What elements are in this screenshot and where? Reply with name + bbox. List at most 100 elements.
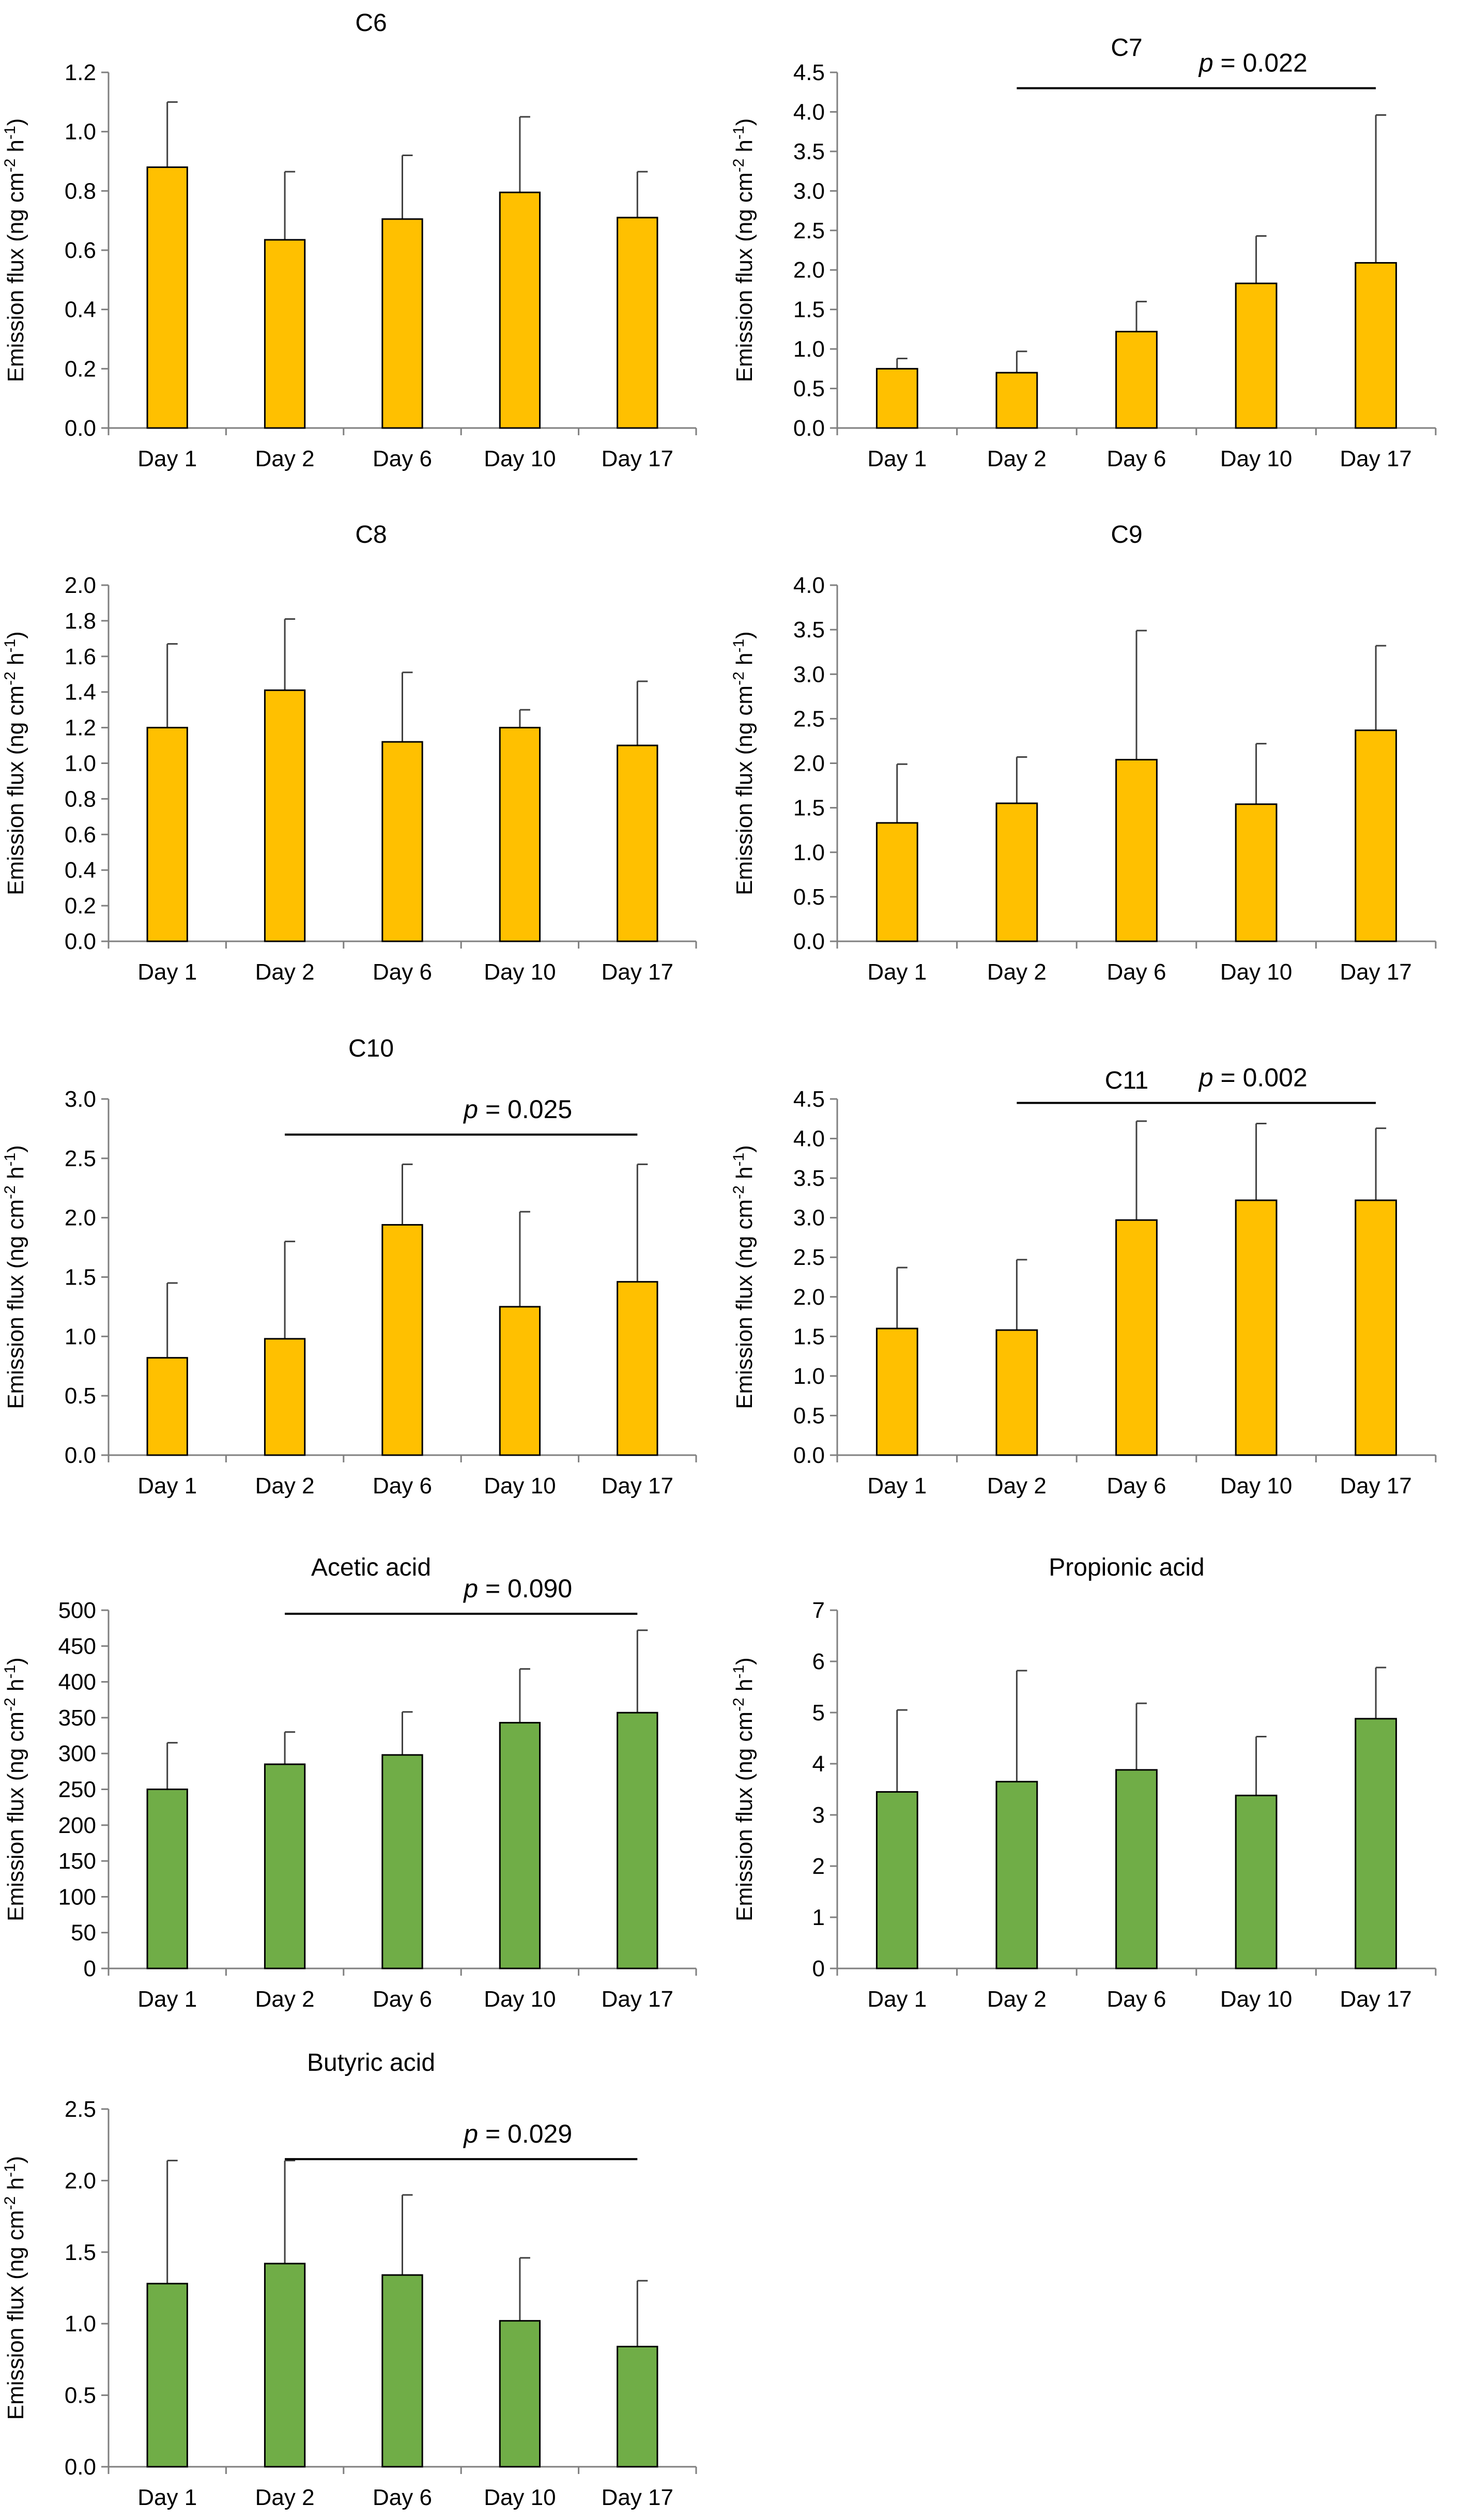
y-tick-label: 3.0	[793, 178, 825, 204]
x-tick-label: Day 6	[1107, 959, 1166, 985]
bar-day-1	[146, 1357, 188, 1456]
bar-day-2	[995, 802, 1038, 942]
x-tick-label: Day 6	[1107, 1473, 1166, 1499]
y-tick-label: 1.5	[65, 1265, 96, 1290]
bar-day-1	[875, 1791, 918, 1969]
bar-day-17	[617, 744, 658, 942]
x-tick-label: Day 10	[484, 2485, 556, 2510]
chart-panel-2: C7 0.0 0.5 1.0 1.5 2.0 2.5 3.0 3.5 4.0 4.5 Day 1 Day…	[730, 34, 1437, 471]
y-tick-label: 0.5	[65, 1383, 96, 1409]
x-tick-label: Day 6	[373, 1473, 432, 1499]
bar-day-2	[264, 1763, 306, 1969]
bar-day-6	[1115, 330, 1158, 429]
y-tick-label: 0.6	[65, 822, 96, 847]
y-tick-label: 6	[812, 1649, 825, 1674]
y-tick-label: 7	[812, 1598, 825, 1623]
chart-title: C10	[348, 1035, 394, 1062]
y-axis-label: Emission flux (ng cm-2 h-1)	[2, 1145, 28, 1409]
y-axis-label: Emission flux (ng cm-2 h-1)	[730, 1657, 757, 1921]
bar-day-6	[381, 2274, 423, 2468]
y-tick-label: 2.5	[793, 706, 825, 731]
bar-day-10	[1235, 1199, 1278, 1456]
y-tick-label: 2.0	[65, 2168, 96, 2193]
y-tick-label: 2	[812, 1854, 825, 1879]
bar-day-2	[264, 689, 306, 942]
y-axis-label: Emission flux (ng cm-2 h-1)	[730, 118, 757, 383]
x-tick-label: Day 10	[484, 1473, 556, 1499]
y-tick-label: 4.5	[793, 60, 825, 85]
chart-title: C11	[1105, 1067, 1149, 1094]
y-tick-label: 1.2	[65, 60, 96, 85]
x-tick-label: Day 1	[867, 1473, 927, 1499]
bar-day-2	[995, 1781, 1038, 1969]
y-tick-label: 300	[58, 1741, 96, 1766]
chart-title: Propionic acid	[1049, 1554, 1205, 1581]
bar-day-10	[1235, 1794, 1278, 1969]
y-tick-label: 50	[71, 1920, 96, 1946]
x-tick-label: Day 1	[137, 959, 197, 985]
y-tick-label: 1.4	[65, 680, 96, 705]
y-tick-label: 4.5	[793, 1087, 825, 1112]
x-tick-label: Day 1	[137, 1473, 197, 1499]
y-tick-label: 400	[58, 1670, 96, 1695]
x-tick-label: Day 10	[1220, 1987, 1292, 2012]
chart-panel-5: C10 0.0 0.5 1.0 1.5 2.0 2.5 3.0 Day 1 Day 2 Day 6 D…	[2, 1035, 697, 1499]
y-tick-label: 3.5	[793, 1166, 825, 1191]
chart-title: C7	[1111, 34, 1142, 62]
bar-day-2	[995, 1329, 1038, 1456]
x-tick-label: Day 17	[602, 1987, 673, 2012]
y-tick-label: 100	[58, 1884, 96, 1910]
chart-panel-7: Acetic acid 0 50 100 150 200 250 300 350 400 450 50…	[2, 1554, 697, 2012]
x-tick-label: Day 2	[987, 446, 1047, 471]
bar-day-17	[1355, 1718, 1397, 1969]
y-tick-label: 2.5	[793, 1245, 825, 1270]
y-tick-label: 1.0	[65, 119, 96, 145]
y-tick-label: 0.5	[793, 884, 825, 910]
bar-day-2	[264, 1338, 306, 1456]
y-tick-label: 2.5	[65, 1146, 96, 1171]
x-tick-label: Day 6	[1107, 1987, 1166, 2012]
y-tick-label: 1.5	[65, 2240, 96, 2265]
y-axis-label: Emission flux (ng cm-2 h-1)	[730, 631, 757, 895]
x-tick-label: Day 2	[255, 446, 315, 471]
bar-day-1	[875, 822, 918, 942]
bar-day-6	[381, 218, 423, 429]
chart-title: C6	[355, 9, 387, 37]
y-axis-label: Emission flux (ng cm-2 h-1)	[2, 118, 28, 383]
y-tick-label: 0	[812, 1956, 825, 1981]
y-tick-label: 2.0	[793, 257, 825, 283]
x-tick-label: Day 2	[255, 959, 315, 985]
x-tick-label: Day 10	[1220, 446, 1292, 471]
bar-day-1	[875, 368, 918, 429]
x-tick-label: Day 2	[987, 959, 1047, 985]
y-tick-label: 0.0	[793, 1443, 825, 1468]
x-tick-label: Day 1	[137, 446, 197, 471]
bar-day-10	[499, 2320, 541, 2468]
y-tick-label: 1.0	[793, 840, 825, 865]
y-tick-label: 3.0	[65, 1087, 96, 1112]
x-tick-label: Day 1	[867, 1987, 927, 2012]
x-tick-label: Day 17	[1340, 446, 1411, 471]
chart-title: C9	[1111, 521, 1142, 548]
chart-title: C8	[355, 521, 387, 548]
x-tick-label: Day 1	[867, 959, 927, 985]
x-tick-label: Day 1	[137, 1987, 197, 2012]
chart-panel-9: Butyric acid 0.0 0.5 1.0 1.5 2.0 2.5 Day 1 Day 2…	[2, 2049, 697, 2510]
bar-day-6	[381, 1224, 423, 1456]
y-tick-label: 3.5	[793, 139, 825, 164]
y-tick-label: 0.5	[793, 376, 825, 402]
bar-day-6	[381, 741, 423, 942]
bar-day-1	[146, 166, 188, 429]
chart-title: Acetic acid	[311, 1554, 431, 1581]
y-tick-label: 1.0	[793, 1364, 825, 1389]
x-tick-label: Day 6	[373, 1987, 432, 2012]
bar-day-6	[381, 1754, 423, 1969]
x-tick-label: Day 2	[987, 1987, 1047, 2012]
p-value-label: p = 0.025	[463, 1095, 572, 1124]
y-tick-label: 2.0	[793, 1285, 825, 1310]
bar-day-17	[617, 1281, 658, 1456]
y-tick-label: 1.5	[793, 796, 825, 821]
x-tick-label: Day 10	[1220, 959, 1292, 985]
y-tick-label: 1.0	[65, 2311, 96, 2336]
